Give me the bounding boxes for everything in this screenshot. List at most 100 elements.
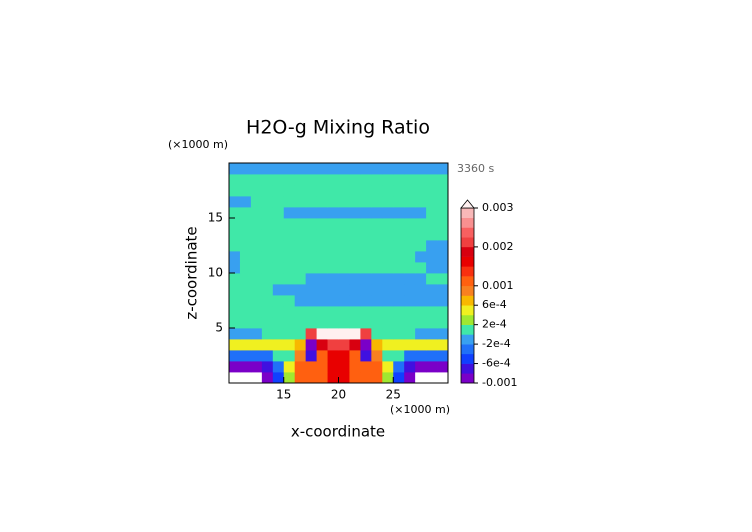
contour-cell <box>437 328 449 340</box>
contour-cell <box>437 339 449 351</box>
contour-cell <box>283 317 296 329</box>
contour-cell <box>404 273 416 285</box>
contour-cell <box>360 207 372 219</box>
contour-cell <box>261 284 274 296</box>
colorbar-band <box>461 227 474 238</box>
contour-cell <box>382 229 394 241</box>
contour-cell <box>327 185 339 197</box>
y-tick-label: 5 <box>215 321 223 335</box>
contour-cell <box>261 240 274 252</box>
contour-cell <box>250 251 263 263</box>
contour-cell <box>338 229 350 241</box>
contour-cell <box>415 262 427 274</box>
contour-cell <box>229 350 241 362</box>
contour-cell <box>338 185 350 197</box>
contour-cell <box>250 185 263 197</box>
contour-cell <box>305 163 317 175</box>
contour-cell <box>283 350 296 362</box>
contour-cell <box>349 207 361 219</box>
contour-cell <box>294 339 307 351</box>
contour-cell <box>327 229 339 241</box>
contour-cell <box>283 163 296 175</box>
contour-cell <box>272 262 285 274</box>
contour-cell <box>393 185 405 197</box>
contour-cell <box>426 361 438 373</box>
contour-cell <box>382 350 394 362</box>
contour-cell <box>229 317 241 329</box>
contour-cell <box>437 273 449 285</box>
contour-cell <box>239 229 252 241</box>
contour-cell <box>426 240 438 252</box>
contour-cell <box>360 240 372 252</box>
contour-cell <box>338 284 350 296</box>
contour-cell <box>349 240 361 252</box>
contour-cell <box>360 196 372 208</box>
contour-cell <box>426 273 438 285</box>
contour-cell <box>426 306 438 318</box>
contour-cell <box>426 185 438 197</box>
contour-cell <box>437 295 449 307</box>
contour-cell <box>349 284 361 296</box>
contour-cell <box>229 372 241 384</box>
contour-cell <box>316 196 328 208</box>
contour-cell <box>426 229 438 241</box>
contour-cell <box>382 196 394 208</box>
contour-cell <box>305 185 317 197</box>
contour-cell <box>437 372 449 384</box>
contour-cell <box>360 295 372 307</box>
contour-cell <box>261 262 274 274</box>
contour-cell <box>338 174 350 186</box>
contour-cell <box>338 361 350 373</box>
contour-cell <box>382 240 394 252</box>
contour-cell <box>239 207 252 219</box>
contour-cell <box>404 218 416 230</box>
contour-cell <box>349 174 361 186</box>
contour-cell <box>229 218 241 230</box>
colorbar-band <box>461 305 474 316</box>
contour-cell <box>338 163 350 175</box>
contour-cell <box>415 174 427 186</box>
contour-cell <box>349 262 361 274</box>
contour-cell <box>316 185 328 197</box>
contour-cell <box>393 207 405 219</box>
contour-cell <box>437 306 449 318</box>
colorbar-band <box>461 208 474 219</box>
colorbar-tick-label: -6e-4 <box>482 357 511 370</box>
contour-cell <box>426 284 438 296</box>
contour-cell <box>239 218 252 230</box>
contour-cell <box>272 218 285 230</box>
contour-cell <box>283 284 296 296</box>
contour-cell <box>229 295 241 307</box>
contour-cell <box>382 339 394 351</box>
contour-cell <box>404 328 416 340</box>
contour-cell <box>250 317 263 329</box>
contour-cell <box>349 361 361 373</box>
contour-cell <box>283 207 296 219</box>
contour-cell <box>371 163 383 175</box>
colorbar-band <box>461 324 474 335</box>
contour-cell <box>239 295 252 307</box>
contour-cell <box>316 350 328 362</box>
contour-cell <box>382 163 394 175</box>
contour-cell <box>371 339 383 351</box>
contour-cell <box>250 229 263 241</box>
contour-cell <box>239 273 252 285</box>
contour-cell <box>349 372 361 384</box>
contour-cell <box>261 229 274 241</box>
contour-cell <box>437 174 449 186</box>
contour-cell <box>349 218 361 230</box>
contour-cell <box>239 240 252 252</box>
contour-cell <box>283 196 296 208</box>
contour-cell <box>360 339 372 351</box>
contour-cell <box>229 229 241 241</box>
contour-cell <box>316 174 328 186</box>
x-tick-label: 15 <box>276 388 291 402</box>
contour-cell <box>426 163 438 175</box>
contour-cell <box>349 317 361 329</box>
contour-cell <box>250 339 263 351</box>
contour-cell <box>283 306 296 318</box>
contour-cell <box>437 350 449 362</box>
contour-cell <box>426 317 438 329</box>
contour-cell <box>382 207 394 219</box>
contour-cell <box>229 196 241 208</box>
